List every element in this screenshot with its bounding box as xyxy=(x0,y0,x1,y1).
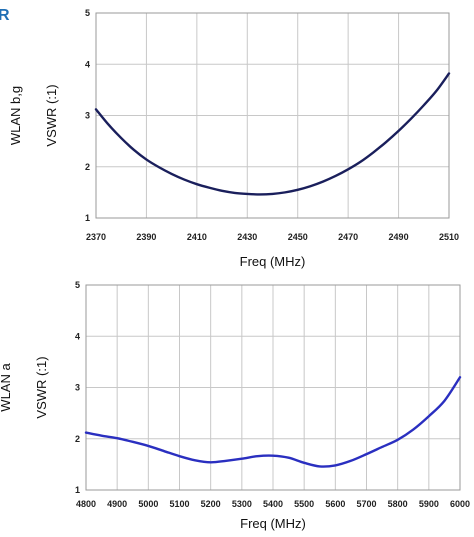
plot-frame xyxy=(95,12,450,219)
x-tick-label: 4800 xyxy=(76,499,96,509)
x-tick-label: 2370 xyxy=(86,232,106,242)
chart-wlan-a: 4800 4900 5000 5100 5200 5300 5400 5500 5600 5700… xyxy=(0,280,470,531)
x-tick-label: 5100 xyxy=(169,499,189,509)
x-tick-label: 2490 xyxy=(389,232,409,242)
series-line-vswr xyxy=(84,376,462,468)
x-tick-label: 5300 xyxy=(232,499,252,509)
y-tick-label: 3 xyxy=(85,111,90,121)
corner-mark: R xyxy=(0,7,10,24)
x-tick-label: 2390 xyxy=(136,232,156,242)
y-tick-label: 1 xyxy=(85,213,90,223)
series-line-vswr xyxy=(94,72,451,196)
x-tick-label: 6000 xyxy=(450,499,470,509)
y-tick-label: 4 xyxy=(75,331,80,341)
y-tick-label: 5 xyxy=(75,280,80,290)
x-tick-label: 5400 xyxy=(263,499,283,509)
y-tick-label: 2 xyxy=(75,434,80,444)
x-tick-label: 5800 xyxy=(388,499,408,509)
x-tick-label: 5000 xyxy=(138,499,158,509)
y-axis-label: VSWR (:1) xyxy=(34,356,49,418)
x-tick-label: 5200 xyxy=(201,499,221,509)
y-tick-label: 2 xyxy=(85,162,90,172)
y-tick-label: 4 xyxy=(85,59,90,69)
y-tick-label: 3 xyxy=(75,383,80,393)
x-axis-label: Freq (MHz) xyxy=(240,254,306,269)
band-label: WLAN b,g xyxy=(8,86,23,145)
x-tick-label: 2410 xyxy=(187,232,207,242)
x-tick-label: 5700 xyxy=(356,499,376,509)
y-axis-label: VSWR (:1) xyxy=(44,84,59,146)
y-tick-label: 1 xyxy=(75,485,80,495)
plot-frame xyxy=(85,284,461,491)
x-tick-label: 5500 xyxy=(294,499,314,509)
x-tick-label: 5900 xyxy=(419,499,439,509)
band-label: WLAN a xyxy=(0,363,13,412)
x-tick-label: 5600 xyxy=(325,499,345,509)
y-tick-label: 5 xyxy=(85,8,90,18)
chart-wlan-bg: 2370 2390 2410 2430 2450 2470 2490 2510 1 2 3 4 5 Fre… xyxy=(8,8,459,269)
x-tick-label: 2470 xyxy=(338,232,358,242)
x-tick-label: 2510 xyxy=(439,232,459,242)
x-axis-label: Freq (MHz) xyxy=(240,516,306,531)
x-tick-label: 2430 xyxy=(237,232,257,242)
x-tick-label: 2450 xyxy=(288,232,308,242)
x-tick-label: 4900 xyxy=(107,499,127,509)
